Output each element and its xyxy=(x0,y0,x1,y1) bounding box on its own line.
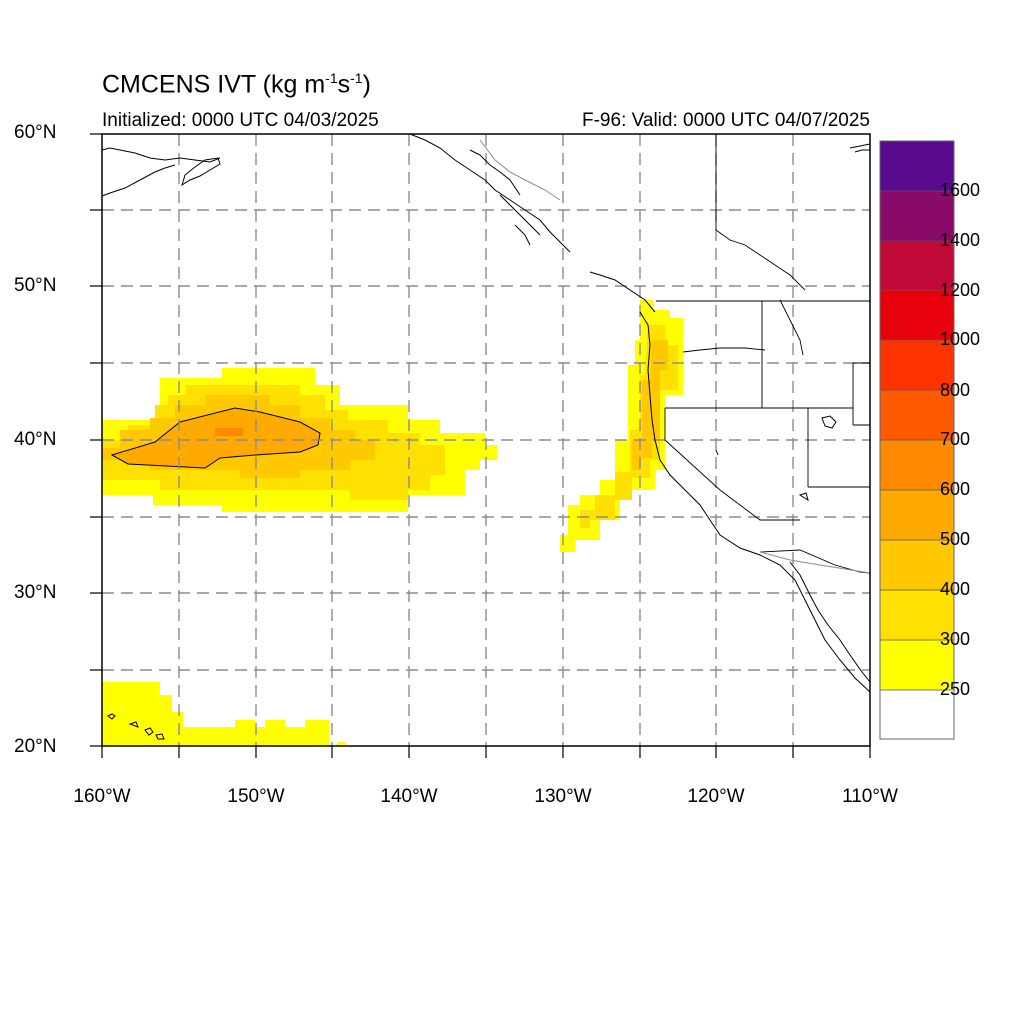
colorbar-label-400: 400 xyxy=(940,579,971,599)
colorbar-label-700: 700 xyxy=(940,429,971,449)
colorbar-label-1400: 1400 xyxy=(940,230,981,250)
hawaii-shading xyxy=(102,682,346,746)
lat-label-30n: 30°N xyxy=(14,582,57,603)
coastlines xyxy=(101,133,871,740)
lat-label-60n: 60°N xyxy=(14,122,57,143)
lon-label-120w: 120°W xyxy=(687,786,745,807)
colorbar-label-1000: 1000 xyxy=(940,329,981,349)
init-time: Initialized: 0000 UTC 04/03/2025 xyxy=(102,110,379,131)
colorbar-label-600: 600 xyxy=(940,479,971,499)
lat-label-50n: 50°N xyxy=(14,275,57,296)
lon-label-140w: 140°W xyxy=(380,786,438,807)
colorbar-label-250: 250 xyxy=(940,679,971,699)
axis-ticks xyxy=(90,133,871,758)
boundaries-gray xyxy=(479,139,871,574)
colorbar-label-800: 800 xyxy=(940,380,971,400)
graticule xyxy=(102,134,870,746)
colorbar-label-300: 300 xyxy=(940,629,971,649)
coast-plume-shading xyxy=(560,300,683,552)
lon-label-150w: 150°W xyxy=(227,786,285,807)
colorbar-label-500: 500 xyxy=(940,529,971,549)
lon-label-160w: 160°W xyxy=(73,786,131,807)
lat-label-40n: 40°N xyxy=(14,429,57,450)
boundaries xyxy=(656,134,871,574)
lat-label-20n: 20°N xyxy=(14,736,57,757)
colorbar-label-1200: 1200 xyxy=(940,280,981,300)
valid-time: F-96: Valid: 0000 UTC 04/07/2025 xyxy=(582,110,870,131)
colorbar-label-1600: 1600 xyxy=(940,180,981,200)
chart-title: CMCENS IVT (kg m-1s-1) xyxy=(102,70,371,99)
colorbar xyxy=(879,140,955,740)
lon-label-130w: 130°W xyxy=(534,786,592,807)
lon-label-110w: 110°W xyxy=(842,786,898,807)
